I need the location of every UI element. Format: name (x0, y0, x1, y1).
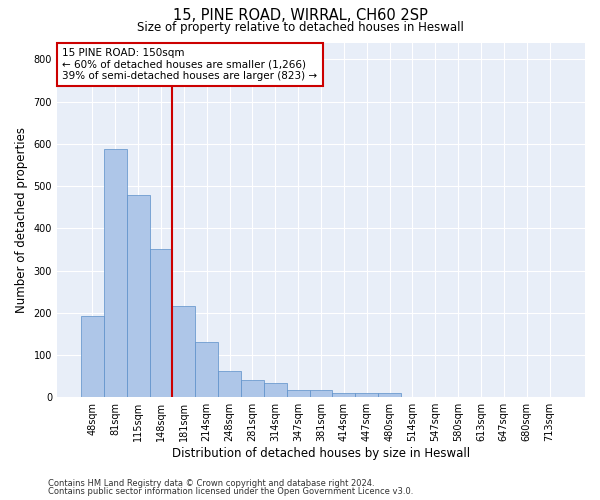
Bar (81, 316, 104, 397)
Bar (332, 393, 355, 397)
X-axis label: Distribution of detached houses by size in Heswall: Distribution of detached houses by size … (172, 447, 470, 460)
Bar (241, 380, 264, 397)
Text: Size of property relative to detached houses in Heswall: Size of property relative to detached ho… (137, 21, 463, 34)
Bar (218, 370, 241, 397)
Bar (195, 342, 218, 397)
Bar (127, 194, 149, 397)
Bar (378, 393, 401, 397)
Bar (310, 390, 332, 397)
Text: 15, PINE ROAD, WIRRAL, CH60 2SP: 15, PINE ROAD, WIRRAL, CH60 2SP (173, 8, 427, 22)
Y-axis label: Number of detached properties: Number of detached properties (15, 127, 28, 313)
Text: Contains HM Land Registry data © Crown copyright and database right 2024.: Contains HM Land Registry data © Crown c… (48, 478, 374, 488)
Text: Contains public sector information licensed under the Open Government Licence v3: Contains public sector information licen… (48, 487, 413, 496)
Bar (264, 384, 287, 397)
Bar (104, 149, 127, 397)
Bar (172, 306, 195, 397)
Bar (355, 393, 378, 397)
Bar (287, 390, 310, 397)
Bar (149, 248, 172, 397)
Text: 15 PINE ROAD: 150sqm
← 60% of detached houses are smaller (1,266)
39% of semi-de: 15 PINE ROAD: 150sqm ← 60% of detached h… (62, 48, 317, 81)
